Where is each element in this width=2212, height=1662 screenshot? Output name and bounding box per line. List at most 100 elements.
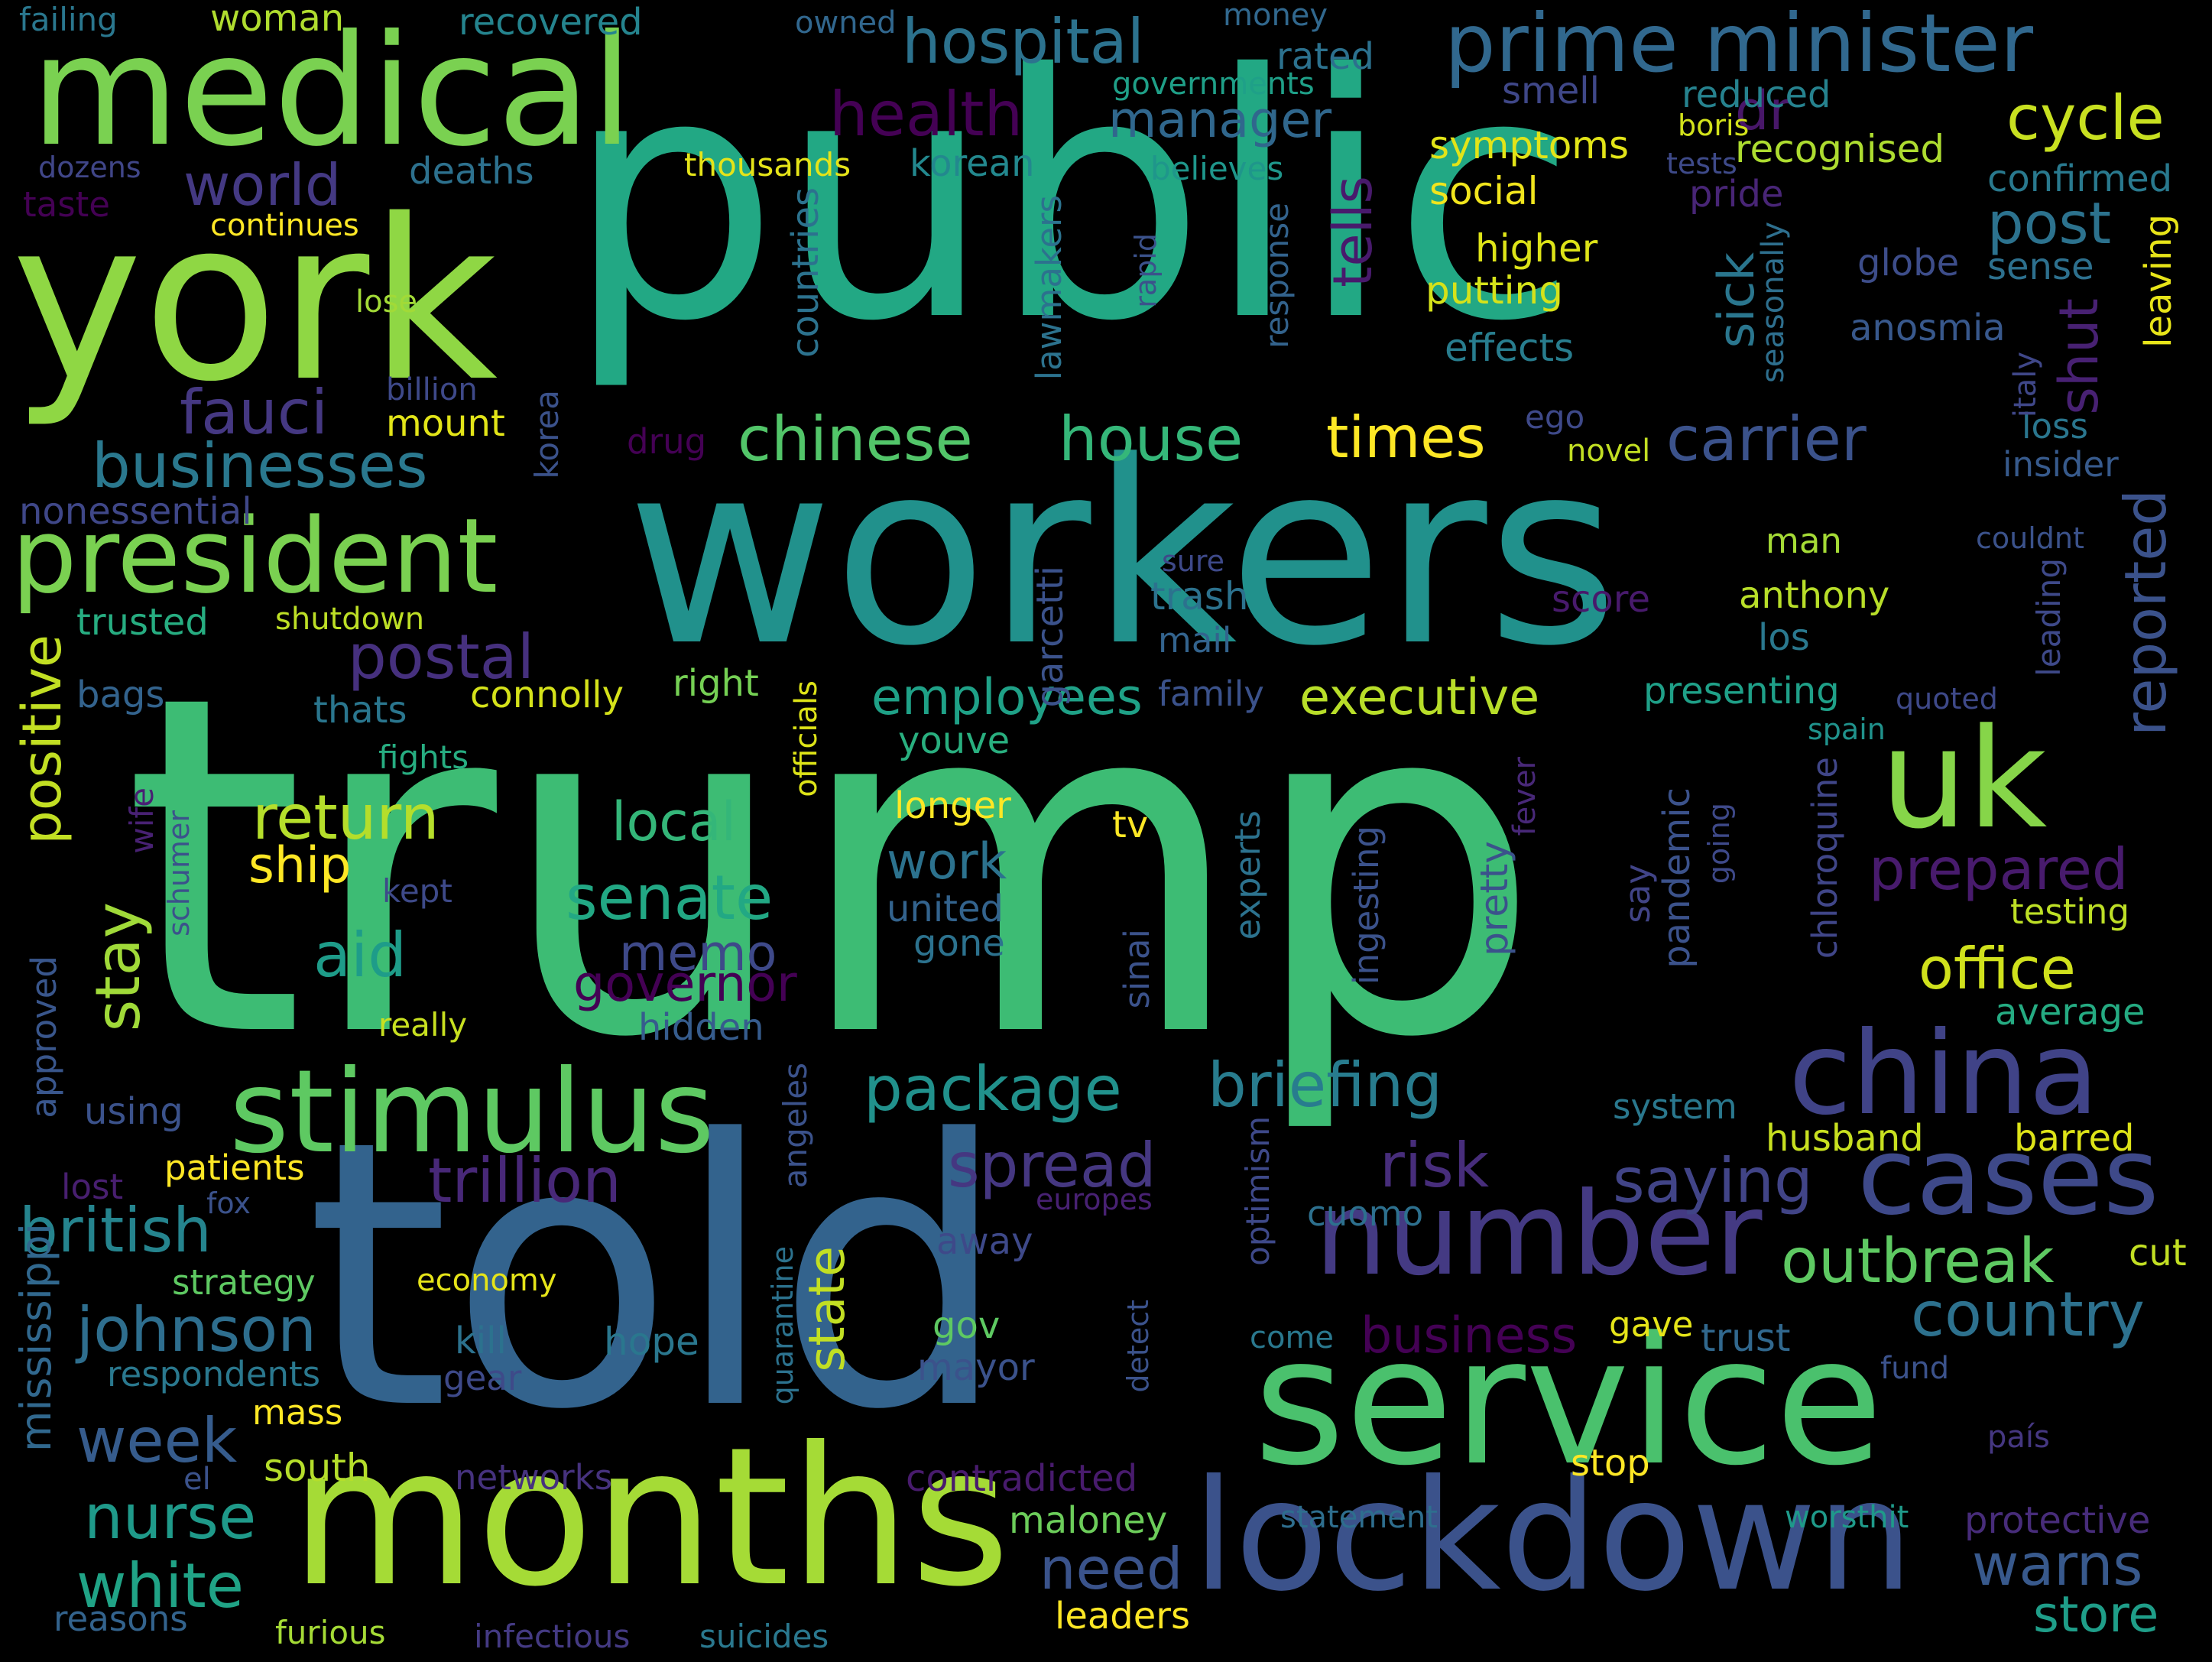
word-man: man <box>1766 521 1842 561</box>
word-lose: lose <box>355 284 418 320</box>
word-post: post <box>1987 190 2111 257</box>
word-contradicted: contradicted <box>906 1457 1138 1500</box>
word-country: country <box>1911 1279 2145 1350</box>
word-senate: senate <box>566 862 774 933</box>
word-businesses: businesses <box>92 430 428 502</box>
word-trillion: trillion <box>428 1145 621 1216</box>
word-stay: stay <box>83 902 154 1032</box>
word-fund: fund <box>1880 1351 1950 1386</box>
word-believes: believes <box>1150 150 1284 187</box>
word-countries: countries <box>784 187 827 359</box>
word-public: public <box>566 3 1578 394</box>
word-lockdown: lockdown <box>1192 1447 1914 1625</box>
word-right: right <box>673 662 759 705</box>
word-reported: reported <box>2112 489 2179 736</box>
word-china: china <box>1789 1008 2100 1141</box>
word-trusted: trusted <box>76 601 209 644</box>
word-leaders: leaders <box>1055 1595 1191 1638</box>
word-chloroquine: chloroquine <box>1805 757 1845 959</box>
word-away: away <box>936 1220 1033 1263</box>
word-protective: protective <box>1964 1499 2151 1542</box>
word-tests: tests <box>1666 147 1737 180</box>
word-korean: korean <box>910 142 1035 185</box>
word-uk: uk <box>1880 700 2048 859</box>
word-symptoms: symptoms <box>1429 123 1630 167</box>
word-president: president <box>11 496 498 616</box>
word-shutdown: shutdown <box>275 602 425 637</box>
word-pandemic: pandemic <box>1656 787 1698 969</box>
word-house: house <box>1059 404 1244 475</box>
word-italy: italy <box>2008 352 2043 418</box>
word-cases: cases <box>1857 1115 2159 1239</box>
word-sure: sure <box>1162 544 1225 578</box>
word-times: times <box>1326 404 1486 471</box>
word-reasons: reasons <box>54 1599 188 1639</box>
word-failing: failing <box>19 1 118 38</box>
word-continues: continues <box>210 208 359 243</box>
word-korea: korea <box>528 390 566 479</box>
word-come: come <box>1250 1320 1335 1355</box>
word-cut: cut <box>2129 1232 2187 1274</box>
word-insider: insider <box>2003 444 2119 485</box>
word-leading: leading <box>2030 558 2068 677</box>
word-approved: approved <box>24 956 64 1118</box>
word-novel: novel <box>1567 433 1651 469</box>
word-postal: postal <box>348 622 535 693</box>
word-worsthit: worsthit <box>1785 1500 1909 1535</box>
word-infectious: infectious <box>474 1618 631 1655</box>
word-score: score <box>1552 578 1650 621</box>
word-recovered: recovered <box>459 1 643 44</box>
word-governor: governor <box>573 956 797 1013</box>
word-trump: trump <box>122 596 1542 1139</box>
word-pretty: pretty <box>1472 841 1516 956</box>
word-dozens: dozens <box>38 151 141 184</box>
word-smell: smell <box>1502 70 1600 112</box>
word-business: business <box>1361 1307 1578 1365</box>
word-cycle: cycle <box>2006 83 2165 154</box>
word-york: york <box>11 173 498 430</box>
word-statement: statement <box>1280 1500 1438 1535</box>
word-sick: sick <box>1708 252 1766 349</box>
word-patients: patients <box>164 1147 305 1188</box>
word-nonessential: nonessential <box>19 490 252 533</box>
word-longer: longer <box>894 784 1011 827</box>
word-executive: executive <box>1299 669 1540 726</box>
word-optimism: optimism <box>1239 1116 1276 1266</box>
word-networks: networks <box>455 1457 613 1498</box>
word-presenting: presenting <box>1643 670 1840 713</box>
word-leaving: leaving <box>2137 214 2180 348</box>
word-couldnt: couldnt <box>1976 521 2084 555</box>
word-shut: shut <box>2048 298 2110 415</box>
word-fox: fox <box>206 1186 251 1220</box>
word-quarantine: quarantine <box>766 1246 799 1405</box>
word-los: los <box>1758 616 1810 659</box>
word-store: store <box>2033 1586 2159 1644</box>
word-thousands: thousands <box>684 146 851 183</box>
word-maloney: maloney <box>1009 1499 1168 1542</box>
word-saying: saying <box>1613 1145 1813 1216</box>
word-anosmia: anosmia <box>1850 307 2006 349</box>
word-governments: governments <box>1112 67 1315 102</box>
word-aid: aid <box>313 920 407 991</box>
word-detect: detect <box>1121 1300 1155 1393</box>
word-ship: ship <box>248 837 352 894</box>
word-service: service <box>1254 1300 1883 1505</box>
word-suicides: suicides <box>699 1618 829 1655</box>
word-family: family <box>1158 674 1264 714</box>
word-money: money <box>1223 0 1328 33</box>
word-positive: positive <box>11 635 73 845</box>
word-sinai: sinai <box>1117 929 1157 1009</box>
word-nurse: nurse <box>84 1482 257 1553</box>
word-woman: woman <box>210 0 345 40</box>
word-months: months <box>290 1406 1010 1628</box>
word-kept: kept <box>382 872 452 910</box>
word-anthony: anthony <box>1739 574 1890 617</box>
word-experts: experts <box>1228 810 1268 940</box>
word-need: need <box>1040 1535 1183 1602</box>
word-globe: globe <box>1857 242 1960 284</box>
word-gone: gone <box>913 922 1005 965</box>
word-hospital: hospital <box>902 6 1144 77</box>
word-tv: tv <box>1112 803 1149 846</box>
word-confirmed: confirmed <box>1987 157 2173 200</box>
